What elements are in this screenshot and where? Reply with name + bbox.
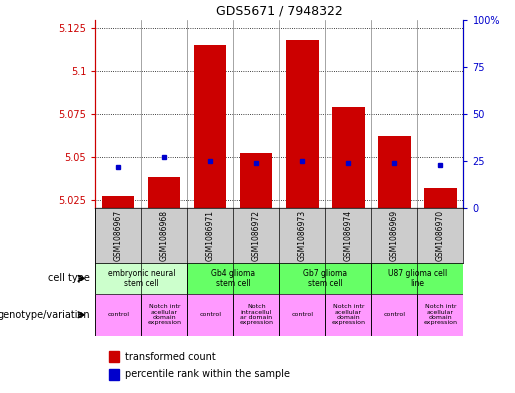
Bar bbox=[279, 263, 371, 294]
Text: GSM1086967: GSM1086967 bbox=[114, 210, 123, 261]
Text: Gb7 glioma
stem cell: Gb7 glioma stem cell bbox=[303, 269, 348, 288]
Text: U87 glioma cell
line: U87 glioma cell line bbox=[388, 269, 447, 288]
Bar bbox=[109, 351, 119, 362]
Text: embryonic neural
stem cell: embryonic neural stem cell bbox=[108, 269, 175, 288]
Bar bbox=[187, 294, 233, 336]
Text: transformed count: transformed count bbox=[125, 352, 216, 362]
Text: Notch
intracellul
ar domain
expression: Notch intracellul ar domain expression bbox=[239, 304, 273, 325]
Text: GSM1086973: GSM1086973 bbox=[298, 210, 307, 261]
Bar bbox=[371, 294, 418, 336]
Bar bbox=[286, 40, 318, 208]
Text: Notch intr
acellular
domain
expression: Notch intr acellular domain expression bbox=[147, 304, 181, 325]
Text: control: control bbox=[107, 312, 129, 317]
Bar bbox=[418, 294, 464, 336]
Bar bbox=[371, 263, 464, 294]
Bar bbox=[95, 294, 141, 336]
Text: Gb4 glioma
stem cell: Gb4 glioma stem cell bbox=[211, 269, 255, 288]
Bar bbox=[241, 153, 272, 208]
Text: GSM1086972: GSM1086972 bbox=[252, 210, 261, 261]
Bar bbox=[194, 45, 227, 208]
Bar bbox=[102, 196, 134, 208]
Text: GSM1086970: GSM1086970 bbox=[436, 210, 445, 261]
Bar bbox=[279, 294, 325, 336]
Text: cell type: cell type bbox=[48, 274, 90, 283]
Text: control: control bbox=[199, 312, 221, 317]
Text: Notch intr
acellular
domain
expression: Notch intr acellular domain expression bbox=[332, 304, 366, 325]
Text: genotype/variation: genotype/variation bbox=[0, 310, 90, 320]
Text: GSM1086968: GSM1086968 bbox=[160, 210, 169, 261]
Bar bbox=[325, 294, 371, 336]
Bar bbox=[424, 188, 457, 208]
Bar bbox=[141, 294, 187, 336]
Bar bbox=[148, 177, 180, 208]
Bar bbox=[109, 369, 119, 380]
Bar bbox=[95, 263, 187, 294]
Title: GDS5671 / 7948322: GDS5671 / 7948322 bbox=[216, 4, 343, 17]
Text: GSM1086971: GSM1086971 bbox=[206, 210, 215, 261]
Bar bbox=[233, 294, 279, 336]
Text: GSM1086974: GSM1086974 bbox=[344, 210, 353, 261]
Bar bbox=[187, 263, 279, 294]
Text: Notch intr
acellular
domain
expression: Notch intr acellular domain expression bbox=[423, 304, 457, 325]
Text: control: control bbox=[291, 312, 314, 317]
Text: control: control bbox=[384, 312, 405, 317]
Text: GSM1086969: GSM1086969 bbox=[390, 210, 399, 261]
Bar bbox=[332, 107, 365, 208]
Bar bbox=[379, 136, 410, 208]
Text: percentile rank within the sample: percentile rank within the sample bbox=[125, 369, 290, 379]
